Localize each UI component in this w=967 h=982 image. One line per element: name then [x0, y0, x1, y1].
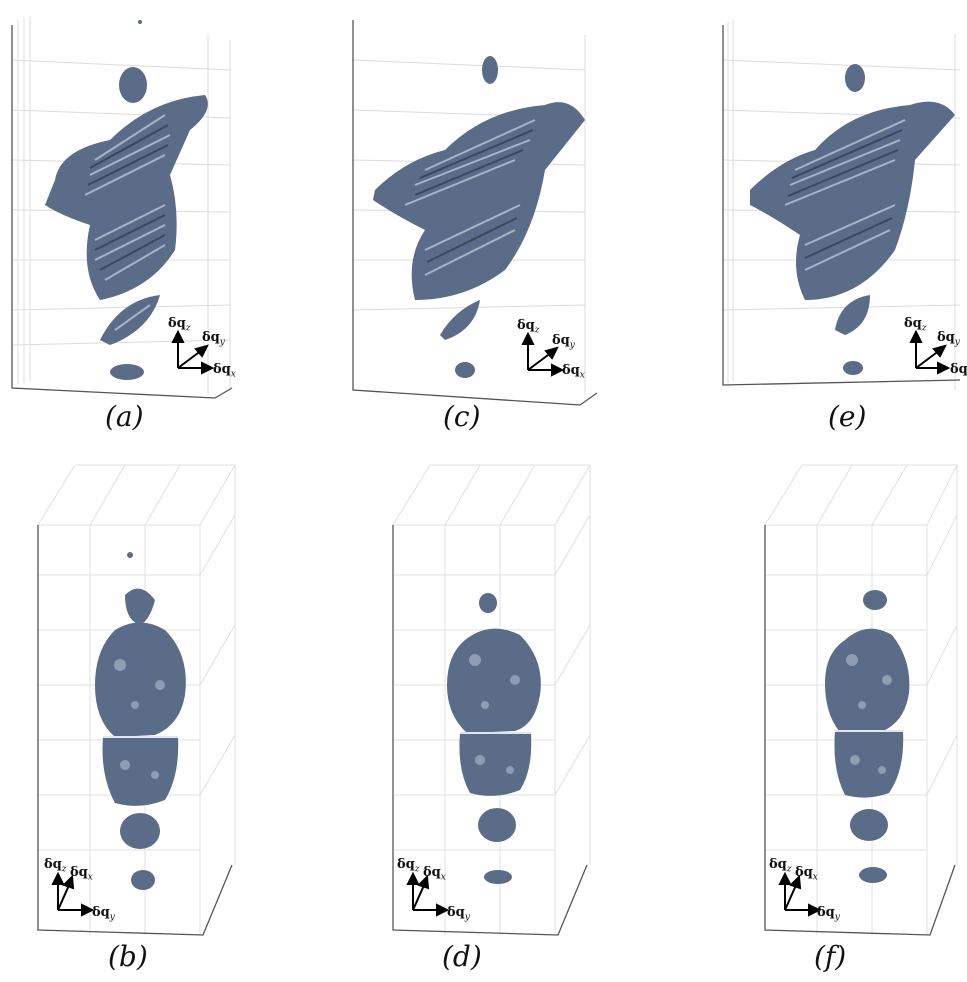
isosurface-blob	[825, 590, 910, 883]
axis-label-x: δqx	[423, 865, 446, 883]
axis-triad	[909, 329, 951, 375]
axis-label-z: δqz	[44, 857, 67, 875]
panel-c: δqz δqy δqx (c)	[345, 0, 605, 440]
axis-label-z: δqz	[769, 857, 792, 875]
isosurface-blob	[447, 593, 541, 884]
isosurface-blob	[95, 552, 186, 890]
surface-highlights	[84, 114, 171, 331]
panel-a: δqz δqy δqx (a)	[0, 0, 240, 440]
axis-label-y: δqy	[817, 905, 840, 923]
axis-triad	[171, 329, 215, 375]
panel-a-render	[11, 16, 233, 399]
isosurface-blob	[750, 64, 955, 375]
axis-label-z: δqz	[168, 316, 191, 334]
axis-label-y: δqy	[552, 333, 575, 351]
panel-e-render	[722, 20, 961, 390]
axis-label-x: δq	[950, 362, 967, 377]
axis-label-x: δqx	[562, 363, 585, 381]
isosurface-blob	[373, 56, 585, 378]
panel-f-render	[764, 464, 958, 936]
panel-caption-f: (f)	[814, 940, 847, 973]
grid-box	[11, 16, 231, 395]
axis-label-y: δqy	[92, 905, 115, 923]
axis-triad	[778, 871, 822, 917]
panel-caption-b: (b)	[108, 940, 148, 973]
panel-b-render	[37, 464, 236, 936]
axis-label-z: δqz	[517, 318, 540, 336]
panel-f: δqz δqx δqy (f)	[727, 455, 967, 982]
axis-label-y: δqy	[202, 330, 225, 348]
grid-box	[392, 464, 591, 935]
panel-caption-a: (a)	[105, 400, 144, 433]
axis-label-x: δqx	[795, 865, 818, 883]
panel-d-render	[392, 464, 591, 936]
axis-triad	[521, 331, 565, 377]
panel-caption-d: (d)	[442, 940, 482, 973]
panel-c-render	[352, 20, 598, 406]
axis-label-x: δqx	[70, 865, 93, 883]
panel-b: δqz δqx δqy (b)	[0, 455, 260, 982]
axis-label-x: δqx	[213, 362, 236, 380]
panel-caption-e: (e)	[828, 400, 867, 433]
axis-label-y: δqy	[447, 905, 470, 923]
panel-d: δqz δqx δqy (d)	[355, 455, 615, 982]
axis-label-z: δqz	[397, 857, 420, 875]
panel-caption-c: (c)	[443, 400, 481, 433]
surface-shadows	[87, 124, 169, 271]
axis-label-z: δqz	[904, 316, 927, 334]
axis-label-y: δqy	[937, 330, 960, 348]
panel-e: δqz δqy δq (e)	[720, 0, 967, 440]
axis-triad	[51, 871, 95, 917]
axis-triad	[406, 871, 450, 917]
